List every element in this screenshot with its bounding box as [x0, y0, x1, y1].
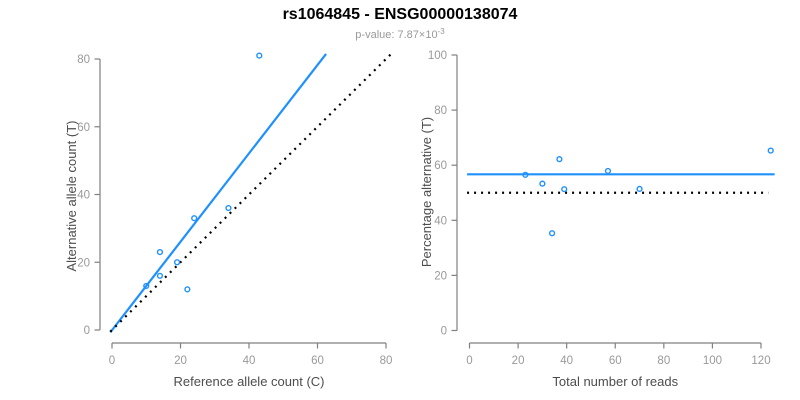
y-tick-label: 0: [84, 325, 90, 337]
x-tick-label: 100: [703, 355, 722, 367]
page-title: rs1064845 - ENSG00000138074: [282, 6, 518, 23]
x-tick-label: 20: [174, 355, 187, 367]
x-tick-label: 80: [657, 355, 670, 367]
data-point: [143, 282, 150, 290]
data-point: [539, 180, 546, 187]
pvalue-text: p-value: 7.87×10: [355, 29, 438, 41]
x-tick-label: 0: [466, 355, 472, 367]
y-tick-label: 100: [428, 50, 447, 62]
data-point: [156, 272, 164, 279]
pvalue-subtitle: p-value: 7.87×10-3: [0, 27, 800, 41]
data-point: [256, 52, 263, 59]
y-axis-title: Percentage alternative (T): [419, 117, 434, 267]
y-tick-label: 40: [77, 190, 90, 202]
y-tick-label: 80: [434, 105, 447, 117]
data-point: [556, 156, 563, 163]
y-tick-label: 20: [434, 270, 447, 282]
y-tick-label: 60: [434, 160, 447, 172]
x-tick-label: 20: [512, 355, 525, 367]
percentage-panel: 0 20 40 60 80 100 120 0 20 40 60 80 100 Total number …: [419, 50, 775, 389]
y-tick-label: 0: [441, 326, 447, 338]
allele-counts-panel: 0 20 40 60 80 0 20 40 60 80 Reference allele count…: [64, 52, 393, 389]
data-point: [522, 171, 529, 178]
x-axis-title: Reference allele count (C): [173, 374, 324, 389]
x-tick-label: 60: [311, 355, 324, 367]
data-point: [191, 215, 198, 222]
y-tick-label: 20: [77, 257, 90, 269]
y-tick-label: 40: [434, 215, 447, 227]
x-axis-title: Total number of reads: [552, 374, 678, 389]
y-axis-title: Alternative allele count (T): [64, 120, 79, 271]
x-tick-label: 80: [380, 355, 393, 367]
x-tick-label: 0: [109, 355, 115, 367]
y-tick-label: 60: [77, 122, 90, 134]
y-tick-label: 80: [77, 54, 90, 66]
x-tick-label: 60: [609, 355, 622, 367]
data-point: [767, 147, 774, 154]
data-point: [561, 186, 568, 193]
pvalue-exponent: -3: [437, 27, 445, 36]
x-tick-label: 120: [751, 355, 770, 367]
x-tick-label: 40: [560, 355, 573, 367]
data-point: [156, 248, 164, 256]
data-point: [225, 204, 232, 212]
data-point: [184, 286, 191, 293]
data-point: [548, 230, 556, 237]
data-point: [173, 259, 181, 266]
fit-line: [109, 53, 327, 334]
data-point: [604, 167, 612, 175]
x-tick-label: 40: [243, 355, 256, 367]
data-point: [636, 185, 643, 192]
identity-line: [109, 53, 392, 333]
